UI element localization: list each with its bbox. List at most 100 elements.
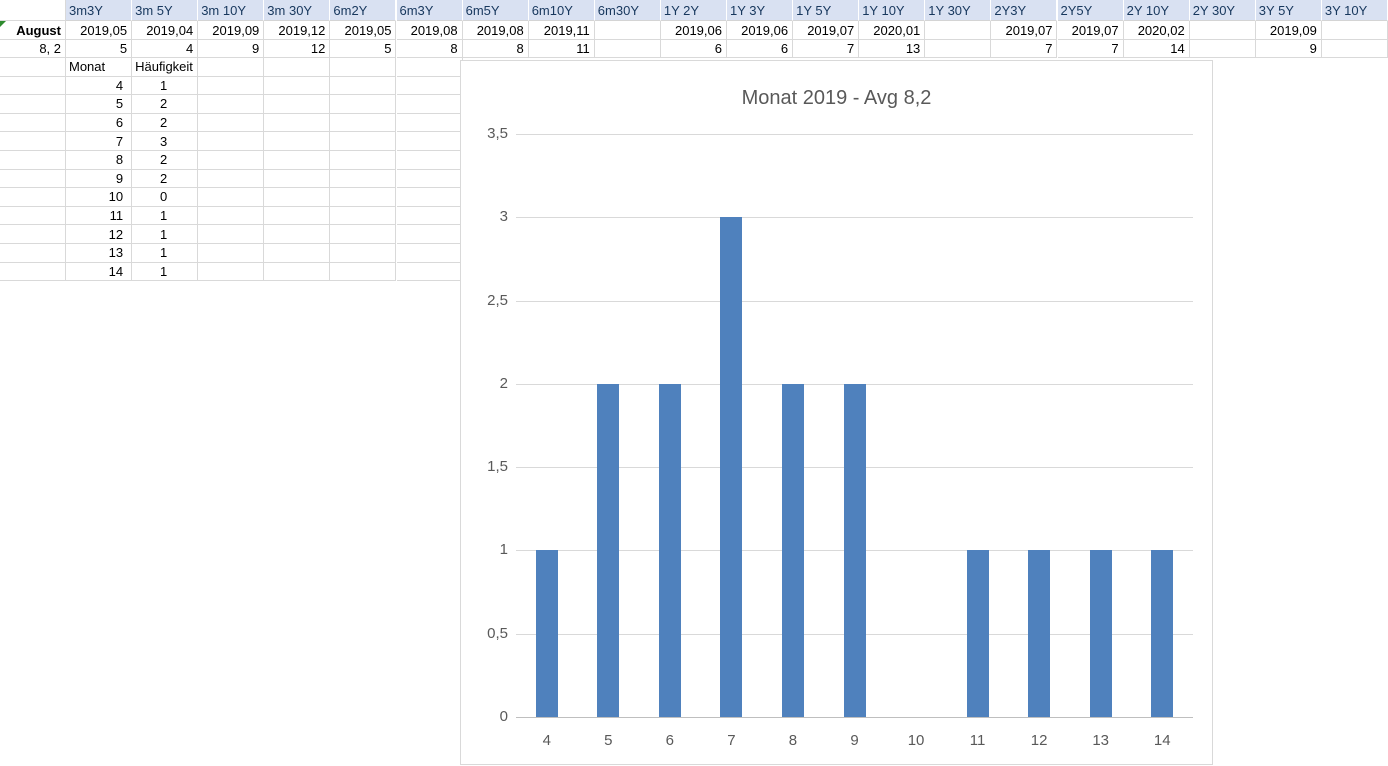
grid-cell[interactable] bbox=[330, 58, 397, 77]
date-cell[interactable]: 2019,07 bbox=[991, 21, 1058, 40]
grid-cell[interactable] bbox=[198, 262, 265, 282]
grid-cell[interactable] bbox=[330, 262, 397, 282]
date-cell[interactable]: 2019,05 bbox=[66, 21, 133, 40]
row-label-august[interactable]: August bbox=[0, 21, 66, 40]
column-header-cell[interactable]: 2Y 30Y bbox=[1189, 0, 1256, 21]
grid-cell[interactable] bbox=[396, 132, 463, 151]
freq-value-cell[interactable]: 0 bbox=[132, 188, 199, 207]
column-header-cell[interactable]: 2Y3Y bbox=[991, 0, 1058, 21]
grid-cell[interactable] bbox=[396, 95, 463, 114]
freq-monat-cell[interactable]: 6 bbox=[66, 113, 133, 133]
value-cell[interactable]: 5 bbox=[66, 40, 133, 58]
value-cell[interactable]: 5 bbox=[330, 40, 397, 58]
grid-cell[interactable] bbox=[0, 113, 66, 133]
grid-cell[interactable] bbox=[264, 169, 331, 189]
grid-cell[interactable] bbox=[330, 206, 397, 226]
grid-cell[interactable] bbox=[198, 169, 265, 189]
grid-cell[interactable] bbox=[0, 225, 66, 244]
column-header-cell[interactable]: 2Y5Y bbox=[1057, 0, 1124, 21]
date-cell[interactable]: 2019,08 bbox=[396, 21, 463, 40]
freq-monat-cell[interactable]: 12 bbox=[66, 225, 133, 244]
value-cell[interactable]: 9 bbox=[198, 40, 265, 58]
grid-cell[interactable] bbox=[198, 113, 265, 133]
column-header-cell[interactable]: 1Y 5Y bbox=[793, 0, 860, 21]
column-header-cell[interactable]: 3m 5Y bbox=[132, 0, 199, 21]
freq-monat-cell[interactable]: 5 bbox=[66, 95, 133, 114]
freq-value-cell[interactable]: 1 bbox=[132, 244, 199, 263]
column-header-cell[interactable]: 1Y 2Y bbox=[660, 0, 727, 21]
value-cell[interactable] bbox=[594, 40, 661, 58]
date-cell[interactable]: 2019,05 bbox=[330, 21, 397, 40]
value-cell[interactable]: 9 bbox=[1255, 40, 1322, 58]
freq-value-cell[interactable]: 2 bbox=[132, 95, 199, 114]
freq-monat-cell[interactable]: 10 bbox=[66, 188, 133, 207]
value-cell[interactable]: 13 bbox=[859, 40, 926, 58]
column-header-cell[interactable]: 6m10Y bbox=[528, 0, 595, 21]
freq-monat-cell[interactable]: 8 bbox=[66, 151, 133, 170]
value-cell[interactable]: 4 bbox=[132, 40, 199, 58]
grid-cell[interactable] bbox=[330, 244, 397, 263]
grid-cell[interactable] bbox=[396, 151, 463, 170]
grid-cell[interactable] bbox=[198, 76, 265, 96]
freq-value-cell[interactable]: 2 bbox=[132, 151, 199, 170]
freq-table-header-monat[interactable]: Monat bbox=[66, 58, 133, 77]
date-cell[interactable]: 2019,09 bbox=[198, 21, 265, 40]
date-cell[interactable]: 2019,11 bbox=[528, 21, 595, 40]
grid-cell[interactable] bbox=[264, 225, 331, 244]
grid-cell[interactable] bbox=[264, 206, 331, 226]
grid-cell[interactable] bbox=[198, 151, 265, 170]
grid-cell[interactable] bbox=[396, 262, 463, 282]
grid-cell[interactable] bbox=[264, 188, 331, 207]
date-cell[interactable] bbox=[594, 21, 661, 40]
value-cell[interactable]: 7 bbox=[793, 40, 860, 58]
value-cell[interactable] bbox=[1321, 40, 1388, 58]
grid-cell[interactable] bbox=[330, 151, 397, 170]
date-cell[interactable] bbox=[1321, 21, 1388, 40]
freq-monat-cell[interactable]: 11 bbox=[66, 206, 133, 226]
grid-cell[interactable] bbox=[264, 262, 331, 282]
column-header-cell[interactable]: 3m3Y bbox=[66, 0, 133, 21]
grid-cell[interactable] bbox=[0, 76, 66, 96]
column-header-cell[interactable]: 6m30Y bbox=[594, 0, 661, 21]
grid-cell[interactable] bbox=[264, 244, 331, 263]
grid-cell[interactable] bbox=[396, 244, 463, 263]
column-header-cell[interactable]: 6m5Y bbox=[462, 0, 529, 21]
grid-cell[interactable] bbox=[0, 58, 66, 77]
date-cell[interactable]: 2019,06 bbox=[727, 21, 794, 40]
column-header-cell[interactable]: 3m 10Y bbox=[198, 0, 265, 21]
freq-value-cell[interactable]: 1 bbox=[132, 262, 199, 282]
freq-value-cell[interactable]: 1 bbox=[132, 206, 199, 226]
grid-cell[interactable] bbox=[330, 113, 397, 133]
value-cell[interactable]: 11 bbox=[528, 40, 595, 58]
freq-monat-cell[interactable]: 7 bbox=[66, 132, 133, 151]
row-label-average[interactable]: 8, 2 bbox=[0, 40, 66, 58]
date-cell[interactable] bbox=[925, 21, 992, 40]
grid-cell[interactable] bbox=[198, 244, 265, 263]
grid-cell[interactable] bbox=[330, 132, 397, 151]
column-header-cell[interactable]: 6m2Y bbox=[330, 0, 397, 21]
grid-cell[interactable] bbox=[0, 132, 66, 151]
freq-value-cell[interactable]: 1 bbox=[132, 225, 199, 244]
value-cell[interactable]: 7 bbox=[991, 40, 1058, 58]
column-header-cell[interactable]: 6m3Y bbox=[396, 0, 463, 21]
column-header-cell[interactable]: 3Y 5Y bbox=[1255, 0, 1322, 21]
date-cell[interactable]: 2019,07 bbox=[1057, 21, 1124, 40]
chart-panel[interactable]: Monat 2019 - Avg 8,2 0 0,5 1 1,5 2 2,5 3 3,5 4 5 6… bbox=[460, 60, 1213, 765]
grid-cell[interactable] bbox=[264, 151, 331, 170]
grid-cell[interactable] bbox=[396, 188, 463, 207]
value-cell[interactable] bbox=[1189, 40, 1256, 58]
grid-cell[interactable] bbox=[198, 132, 265, 151]
grid-cell[interactable] bbox=[0, 188, 66, 207]
freq-monat-cell[interactable]: 14 bbox=[66, 262, 133, 282]
value-cell[interactable]: 8 bbox=[396, 40, 463, 58]
grid-cell[interactable] bbox=[198, 206, 265, 226]
date-cell[interactable]: 2019,12 bbox=[264, 21, 331, 40]
freq-value-cell[interactable]: 2 bbox=[132, 169, 199, 189]
date-cell[interactable]: 2019,06 bbox=[660, 21, 727, 40]
freq-monat-cell[interactable]: 13 bbox=[66, 244, 133, 263]
value-cell[interactable]: 6 bbox=[727, 40, 794, 58]
corner-cell[interactable] bbox=[0, 0, 66, 21]
grid-cell[interactable] bbox=[330, 95, 397, 114]
value-cell[interactable]: 12 bbox=[264, 40, 331, 58]
date-cell[interactable]: 2019,04 bbox=[132, 21, 199, 40]
